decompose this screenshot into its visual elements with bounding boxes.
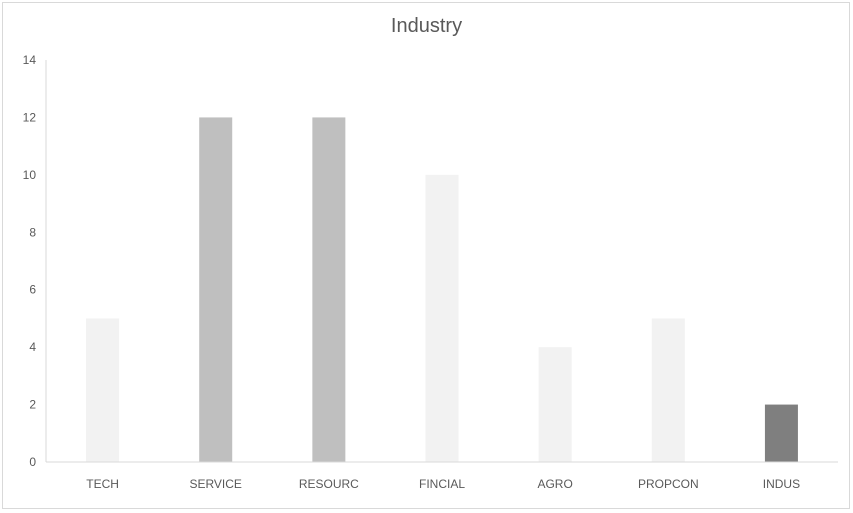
y-tick-label: 14	[23, 53, 37, 67]
bar-service	[199, 117, 233, 462]
x-tick-label: AGRO	[537, 477, 572, 491]
x-tick-label: RESOURC	[299, 477, 359, 491]
bar-tech	[86, 318, 120, 462]
y-tick-label: 2	[29, 398, 36, 412]
y-tick-label: 8	[29, 225, 36, 239]
x-tick-label: INDUS	[763, 477, 800, 491]
bar-resourc	[312, 117, 346, 462]
y-tick-label: 0	[29, 455, 36, 469]
bar-indus	[764, 404, 798, 462]
x-tick-label: PROPCON	[638, 477, 699, 491]
y-tick-label: 4	[29, 340, 36, 354]
chart-title: Industry	[390, 15, 463, 37]
y-tick-label: 6	[29, 283, 36, 297]
bar-fincial	[425, 174, 459, 462]
y-tick-label: 10	[23, 168, 37, 182]
y-tick-label: 12	[23, 110, 37, 124]
x-tick-label: FINCIAL	[419, 477, 465, 491]
bar-agro	[538, 347, 572, 462]
x-tick-label: SERVICE	[189, 477, 241, 491]
x-tick-label: TECH	[86, 477, 119, 491]
bar-propcon	[651, 318, 685, 462]
